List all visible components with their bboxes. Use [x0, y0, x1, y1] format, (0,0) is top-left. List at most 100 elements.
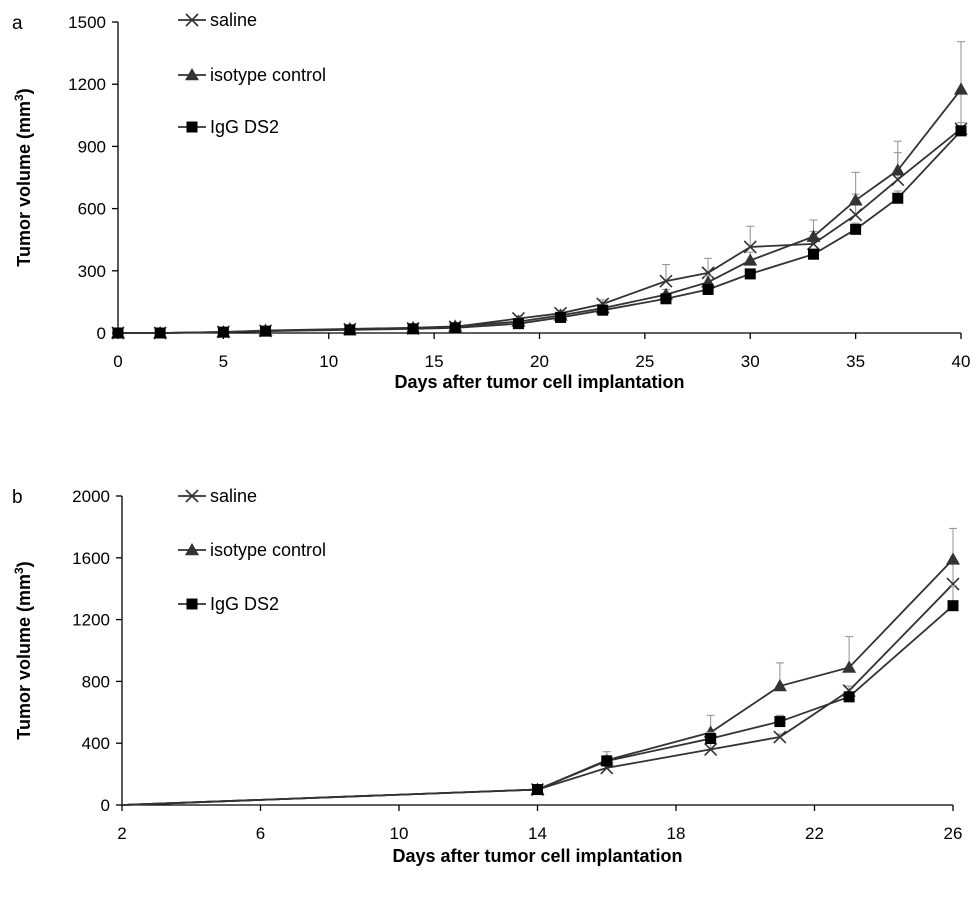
x-tick-label: 18 — [667, 824, 686, 843]
data-point — [702, 283, 714, 295]
data-point — [955, 125, 967, 137]
legend-marker — [185, 543, 199, 556]
legend-marker — [185, 489, 199, 503]
data-point — [743, 240, 757, 254]
y-axis-title: Tumor volume (mm3) — [12, 88, 34, 266]
data-point — [807, 248, 819, 260]
x-tick-label: 10 — [319, 352, 338, 371]
series-line — [118, 128, 962, 334]
legend-label: IgG DS2 — [210, 117, 279, 137]
legend-label: saline — [210, 486, 257, 506]
series-isotype-control — [111, 41, 968, 339]
y-tick-label: 400 — [82, 734, 110, 753]
data-point — [774, 716, 786, 728]
legend-item-saline: saline — [178, 486, 257, 506]
x-tick-label: 25 — [635, 352, 654, 371]
x-axis-title: Days after tumor cell implantation — [394, 372, 684, 392]
y-axis-title-close: ) — [14, 561, 34, 567]
data-point — [892, 192, 904, 204]
legend-marker — [185, 13, 199, 27]
data-point — [947, 600, 959, 612]
legend-label: IgG DS2 — [210, 594, 279, 614]
x-tick-label: 2 — [117, 824, 126, 843]
y-axis-title-sup: 3 — [12, 567, 26, 574]
legend-item-saline: saline — [178, 10, 257, 30]
legend-marker — [185, 68, 199, 81]
y-tick-label: 1600 — [72, 549, 110, 568]
x-tick-label: 5 — [219, 352, 228, 371]
legend-item-igg-ds2: IgG DS2 — [178, 594, 279, 614]
y-axis-title: Tumor volume (mm3) — [12, 561, 34, 739]
y-axis-title-main: Tumor volume (mm — [14, 101, 34, 267]
y-tick-label: 1500 — [68, 13, 106, 32]
data-point — [154, 327, 166, 339]
x-tick-label: 20 — [530, 352, 549, 371]
data-point — [659, 274, 673, 288]
x-tick-label: 30 — [741, 352, 760, 371]
series-line — [121, 583, 954, 806]
x-tick-label: 26 — [944, 824, 963, 843]
data-point — [601, 755, 613, 767]
series-igg-ds2 — [121, 585, 959, 806]
y-tick-label: 0 — [97, 324, 106, 343]
data-point — [705, 733, 717, 745]
panel-label: b — [12, 487, 23, 508]
data-point — [891, 173, 905, 187]
data-point — [954, 82, 968, 95]
data-point — [112, 327, 124, 339]
panel-a: 0 300 600 900 1200 1500 0 5 10 15 20 25 30 35 40 a Days … — [12, 10, 970, 392]
data-point — [946, 577, 960, 591]
data-point — [806, 229, 821, 242]
data-point — [849, 208, 863, 222]
legend-label: saline — [210, 10, 257, 30]
data-point — [850, 223, 862, 235]
data-point — [843, 691, 855, 703]
y-axis-title-main: Tumor volume (mm — [14, 574, 34, 740]
data-point — [704, 742, 718, 756]
legend-item-isotype-control: isotype control — [178, 540, 326, 560]
series-isotype-control — [121, 527, 960, 806]
x-tick-label: 35 — [846, 352, 865, 371]
legend-item-isotype-control: isotype control — [178, 65, 326, 85]
data-point — [407, 323, 419, 335]
panel-label: a — [12, 13, 23, 34]
data-point — [532, 784, 543, 796]
legend-label: isotype control — [210, 65, 326, 85]
data-point — [344, 324, 356, 336]
x-tick-label: 10 — [390, 824, 409, 843]
legend-marker — [186, 121, 198, 133]
data-point — [597, 304, 609, 316]
data-point — [555, 311, 567, 323]
legend-label: isotype control — [210, 540, 326, 560]
data-point — [744, 268, 756, 280]
y-tick-label: 600 — [78, 200, 106, 219]
data-point — [701, 266, 715, 280]
x-tick-label: 22 — [805, 824, 824, 843]
x-tick-label: 0 — [113, 352, 122, 371]
data-point — [890, 163, 905, 176]
data-point — [773, 730, 787, 744]
x-tick-label: 15 — [425, 352, 444, 371]
data-point — [260, 325, 272, 337]
data-point — [946, 552, 960, 565]
data-point — [772, 679, 787, 692]
y-axis-title-close: ) — [14, 88, 34, 94]
y-tick-label: 800 — [82, 672, 110, 691]
data-point — [449, 322, 461, 334]
series-line — [118, 130, 962, 334]
y-tick-label: 2000 — [72, 487, 110, 506]
x-tick-label: 40 — [952, 352, 971, 371]
y-tick-label: 300 — [78, 262, 106, 281]
x-tick-label: 6 — [256, 824, 265, 843]
y-tick-label: 1200 — [72, 611, 110, 630]
y-tick-label: 0 — [101, 796, 110, 815]
series-igg-ds2 — [112, 122, 967, 339]
data-point — [842, 660, 857, 673]
y-axis-title-sup: 3 — [12, 94, 26, 101]
legend-item-igg-ds2: IgG DS2 — [178, 117, 279, 137]
y-tick-label: 1200 — [68, 75, 106, 94]
y-tick-label: 900 — [78, 137, 106, 156]
